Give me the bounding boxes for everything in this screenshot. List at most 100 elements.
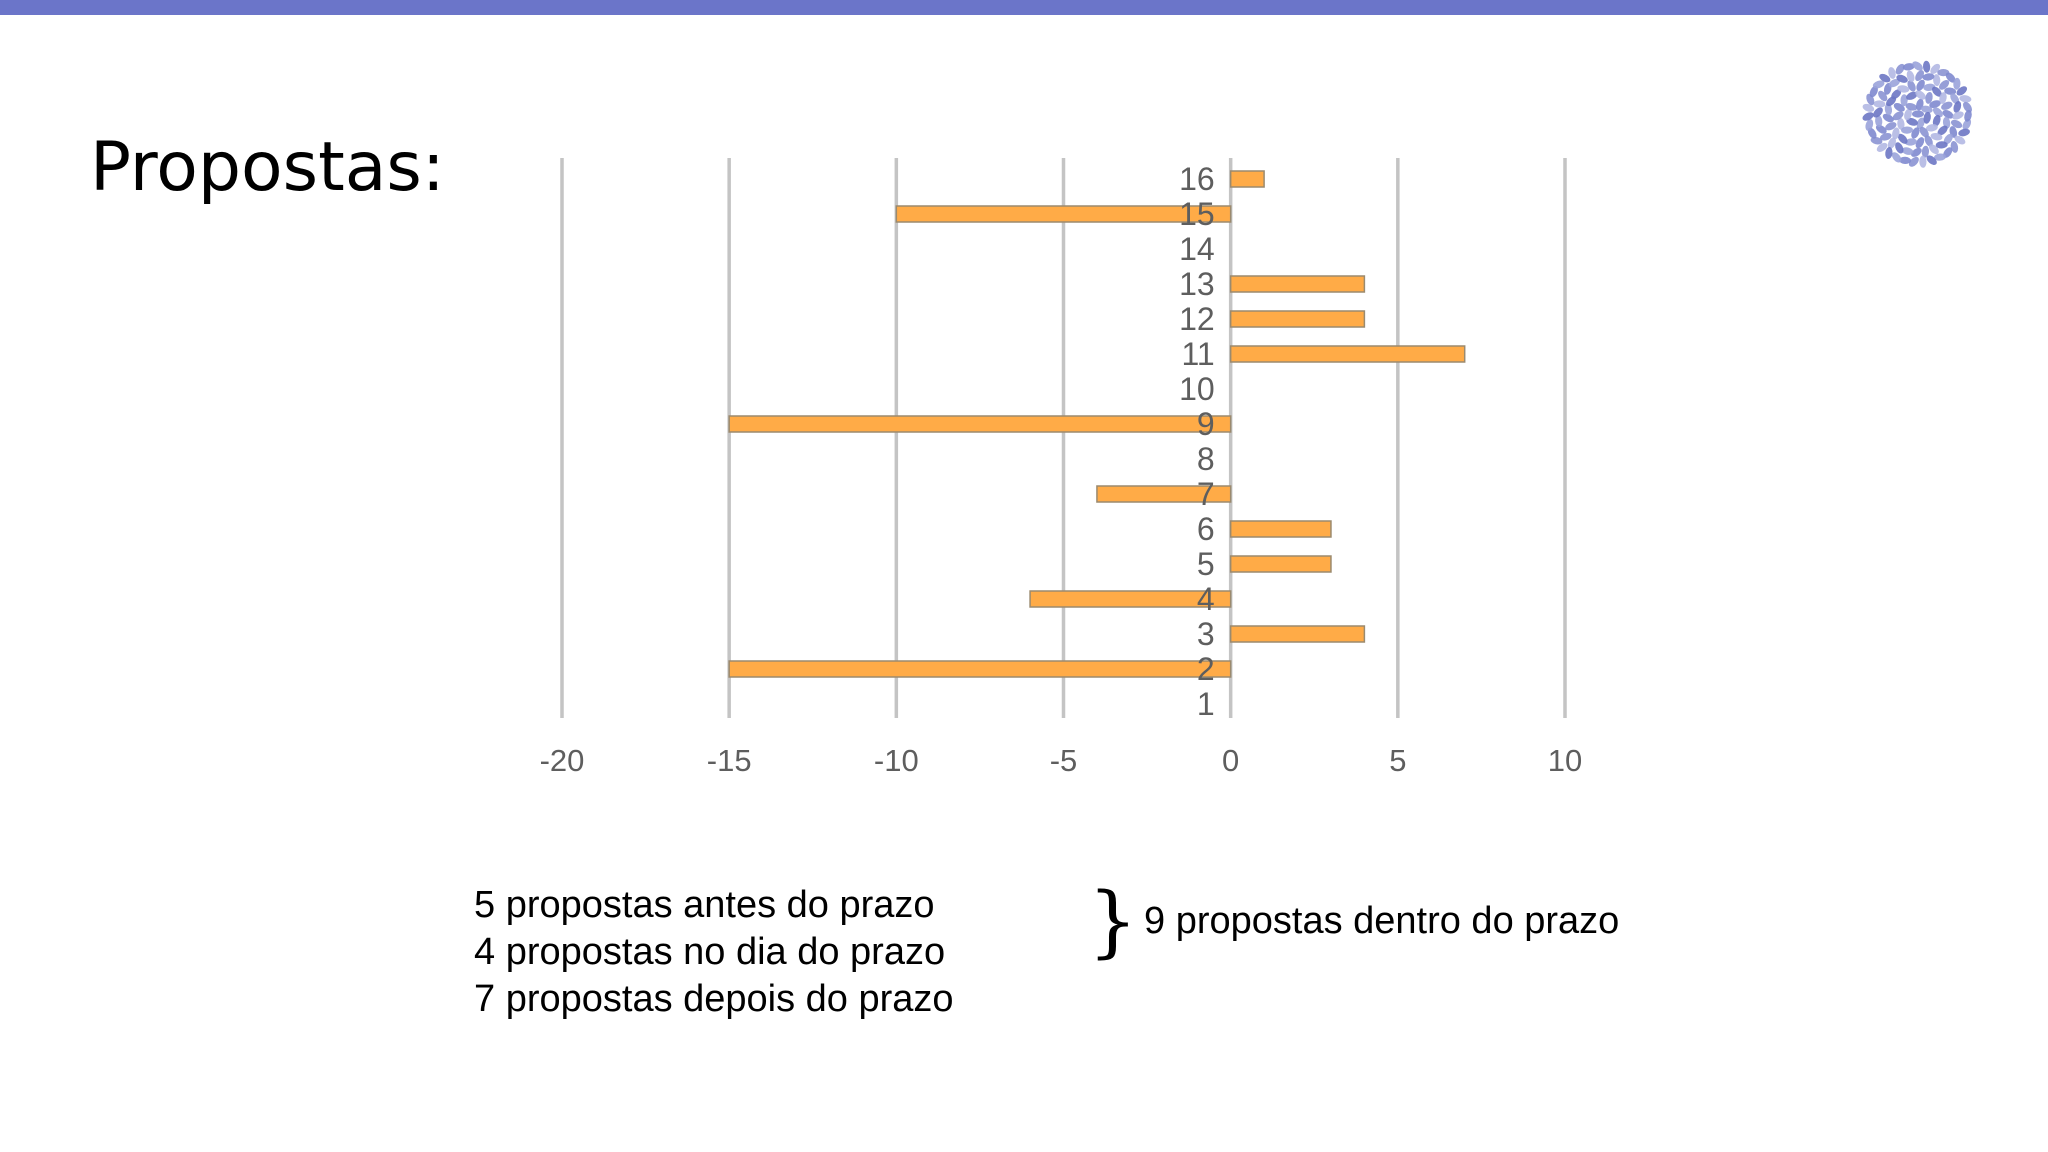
logo-petal: [1959, 95, 1972, 103]
logo-petal: [1912, 110, 1924, 118]
logo-petal: [1901, 126, 1913, 134]
x-tick-label: -5: [1050, 743, 1078, 778]
logo-petal: [1953, 77, 1961, 90]
notes-list: 5 propostas antes do prazo 4 propostas n…: [474, 882, 954, 1023]
logo-petal: [1901, 147, 1914, 155]
logo-petal: [1879, 132, 1892, 141]
y-tick-label: 15: [1179, 196, 1215, 232]
logo-petal: [1932, 114, 1941, 127]
logo-petal: [1888, 78, 1900, 88]
logo-petal: [1895, 63, 1905, 75]
logo-petal: [1897, 85, 1910, 93]
y-tick-label: 10: [1179, 371, 1215, 407]
logo-petal: [1887, 137, 1896, 149]
logo-petal: [1911, 127, 1920, 139]
top-accent-bar: [0, 0, 2048, 15]
logo-petal: [1876, 142, 1888, 152]
logo-petal: [1934, 153, 1946, 161]
bar: [1029, 590, 1232, 608]
logo-petal: [1962, 118, 1972, 130]
logo-petal: [1902, 63, 1915, 71]
logo-petal: [1905, 102, 1918, 111]
logo-petal: [1888, 67, 1896, 79]
logo-petal: [1873, 107, 1883, 118]
flower-logo-icon: [1862, 60, 1972, 168]
logo-petal: [1865, 119, 1874, 131]
logo-petal: [1925, 91, 1933, 104]
bar: [1229, 520, 1332, 538]
logo-petal: [1862, 112, 1874, 121]
logo-petal: [1916, 117, 1925, 130]
logo-petal: [1884, 103, 1893, 116]
logo-petal: [1919, 155, 1927, 168]
bar: [728, 415, 1232, 433]
logo-petal: [1929, 100, 1941, 108]
logo-petal: [1907, 80, 1916, 92]
slide-title: Propostas:: [90, 128, 445, 207]
logo-petal: [1930, 132, 1943, 141]
logo-petal: [1950, 93, 1960, 105]
note-after-deadline: 7 propostas depois do prazo: [474, 978, 954, 1020]
logo-petal: [1867, 127, 1877, 139]
logo-petal: [1872, 80, 1885, 89]
note-before-deadline: 5 propostas antes do prazo: [474, 884, 935, 926]
logo-petal: [1945, 72, 1956, 83]
logo-petal: [1904, 108, 1912, 121]
logo-petal: [1885, 147, 1893, 159]
logo-petal: [1964, 109, 1972, 122]
logo-petal: [1950, 140, 1959, 153]
logo-petal: [1862, 103, 1875, 112]
logo-petal: [1886, 96, 1897, 107]
bar: [895, 205, 1232, 223]
logo-petal: [1906, 91, 1918, 100]
bar: [1229, 310, 1366, 328]
logo-petal: [1879, 73, 1891, 83]
logo-petal: [1922, 73, 1935, 81]
bar: [728, 660, 1232, 678]
y-tick-label: 16: [1179, 161, 1215, 197]
y-tick-label: 14: [1179, 231, 1215, 267]
logo-petal: [1923, 111, 1931, 124]
logo-petal: [1915, 137, 1925, 149]
y-tick-label: 6: [1197, 511, 1215, 547]
logo-petal: [1892, 127, 1900, 140]
logo-petal: [1870, 136, 1883, 145]
y-tick-label: 8: [1197, 441, 1215, 477]
logo-petal: [1943, 133, 1953, 145]
logo-petal: [1924, 135, 1933, 147]
logo-petal: [1906, 70, 1915, 83]
logo-petal: [1897, 117, 1905, 130]
logo-petal: [1885, 122, 1897, 131]
logo-petal: [1933, 74, 1941, 87]
x-tick-label: 0: [1222, 743, 1239, 778]
logo-petal: [1937, 125, 1948, 136]
y-tick-label: 1: [1197, 686, 1215, 722]
logo-petal: [1935, 141, 1948, 149]
bar: [1096, 485, 1232, 503]
y-tick-label: 9: [1197, 406, 1215, 442]
logo-petal: [1922, 60, 1931, 73]
y-tick-label: 13: [1179, 266, 1215, 302]
y-tick-label: 11: [1181, 336, 1214, 372]
logo-petal: [1882, 113, 1894, 123]
logo-petal: [1926, 155, 1937, 165]
logo-petal: [1928, 144, 1939, 155]
logo-petal: [1912, 61, 1923, 71]
logo-petal: [1900, 94, 1908, 107]
logo-petal: [1915, 70, 1925, 82]
bar: [1229, 275, 1366, 293]
x-tick-label: 5: [1389, 743, 1406, 778]
logo-petal: [1905, 138, 1917, 146]
logo-petal: [1892, 111, 1904, 121]
logo-petal: [1930, 63, 1941, 74]
logo-petal: [1895, 142, 1904, 154]
logo-petal: [1873, 100, 1886, 108]
logo-petal: [1911, 147, 1922, 157]
logo-petal: [1916, 79, 1925, 91]
x-tick-label: 10: [1548, 743, 1582, 778]
logo-petal: [1956, 86, 1968, 96]
y-tick-label: 5: [1197, 546, 1215, 582]
logo-petal: [1941, 101, 1953, 110]
y-tick-label: 7: [1197, 476, 1215, 512]
logo-petal: [1869, 85, 1878, 98]
